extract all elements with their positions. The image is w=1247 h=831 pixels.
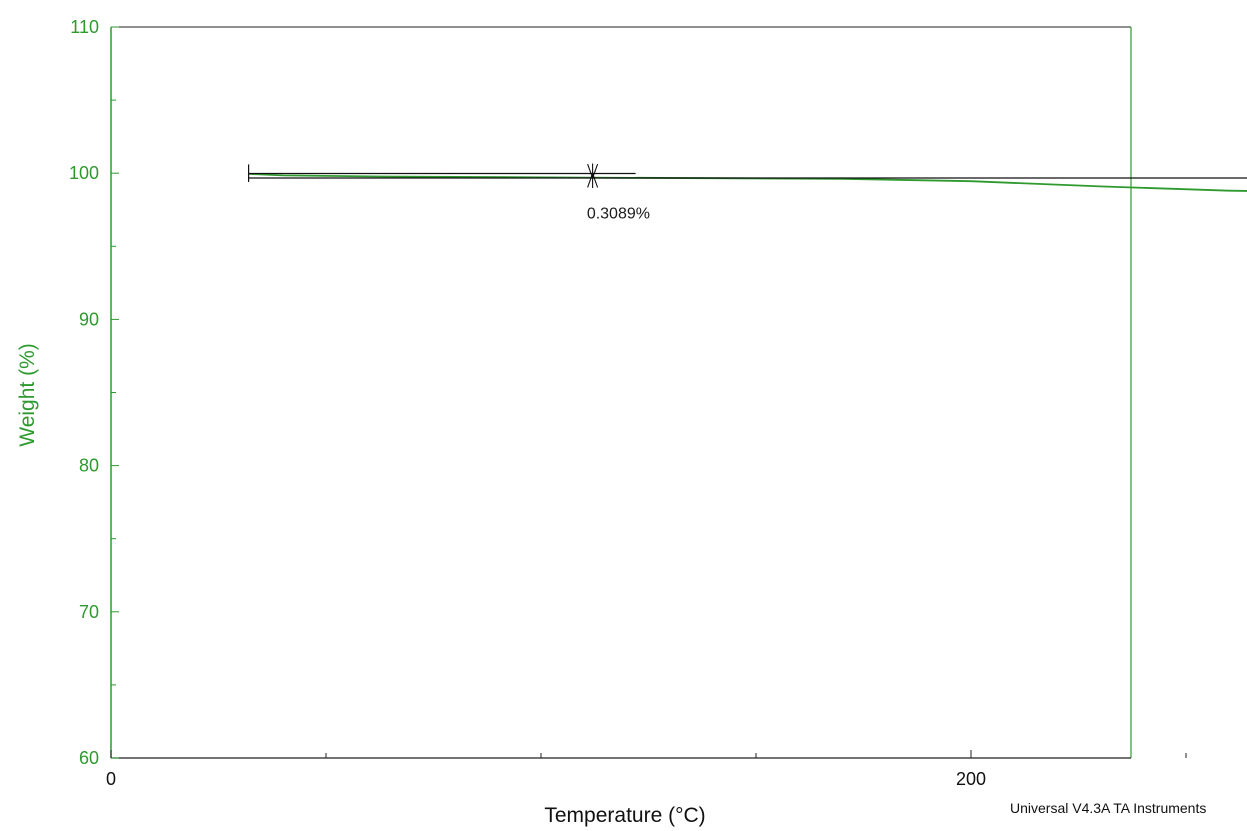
y-tick-label: 90 [79,309,99,329]
y-axis-title: Weight (%) [16,343,39,446]
y-tick-label: 70 [79,602,99,622]
arrow-head-bottom [587,163,599,180]
y-tick-label: 80 [79,456,99,476]
y-tick-label: 110 [70,17,99,37]
arrow-head-top [587,171,599,188]
software-credit: Universal V4.3A TA Instruments [1010,800,1207,816]
weight-curve [248,173,1247,192]
x-tick-label: 0 [106,769,116,789]
y-tick-label: 60 [79,748,99,768]
x-tick-label: 200 [956,769,986,789]
y-tick-label: 100 [69,163,99,183]
weight-loss-label: 0.3089% [587,206,650,223]
x-axis-title: Temperature (°C) [544,804,705,827]
